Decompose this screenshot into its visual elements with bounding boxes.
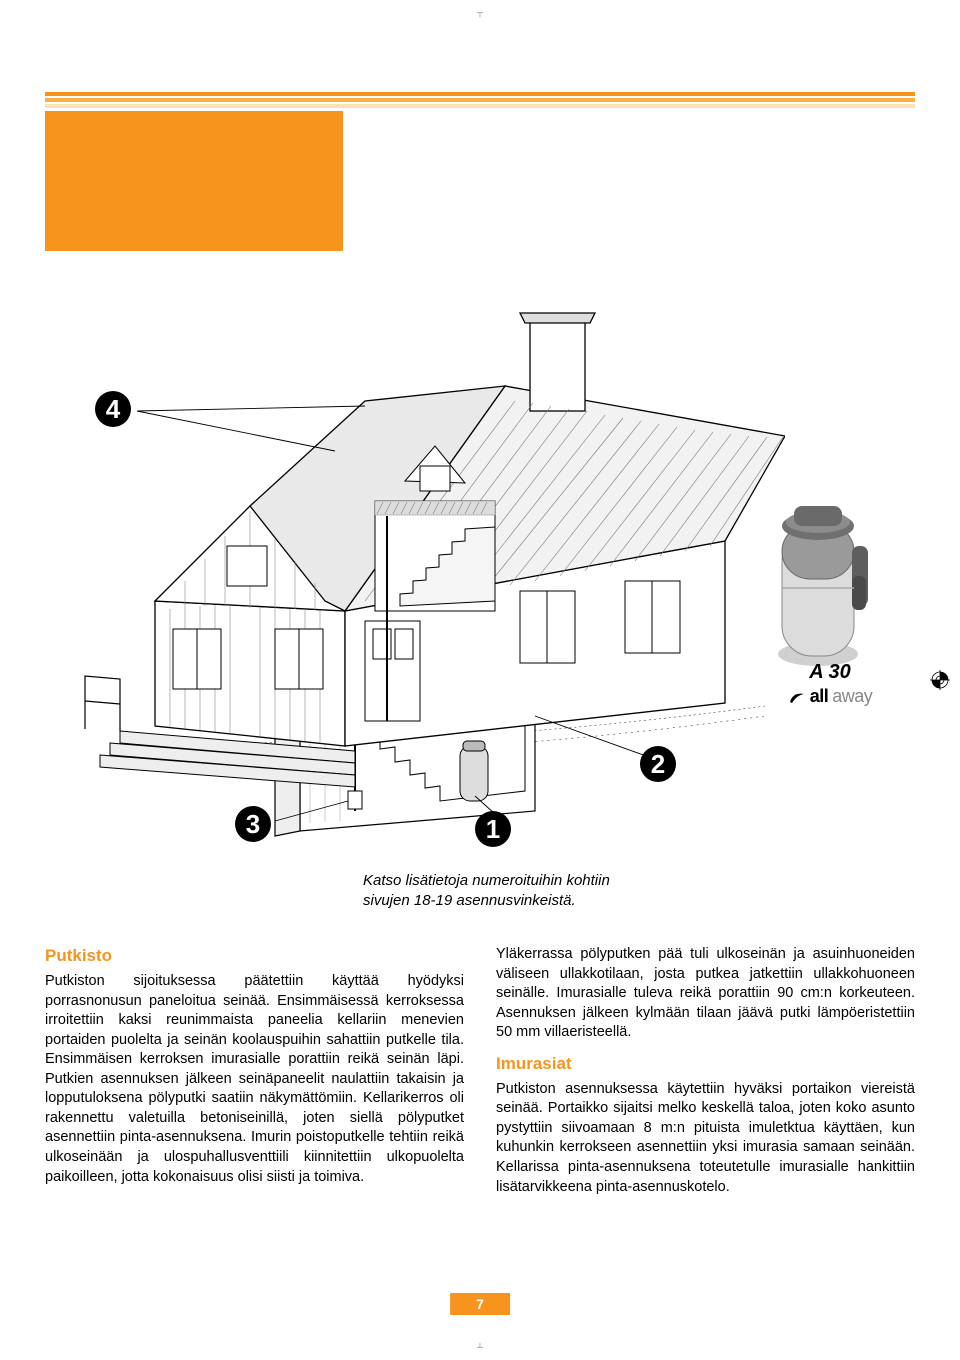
vacuum-unit-icon: [770, 476, 880, 671]
callout-2: 2: [640, 746, 676, 782]
para-left: Putkiston sijoituksessa päätettiin käytt…: [45, 972, 464, 1187]
product-model: A 30: [765, 661, 895, 684]
brand-logo: allaway: [765, 686, 895, 707]
header-stripes: [45, 92, 915, 108]
house-svg: [65, 251, 785, 851]
header-orange-block: [45, 111, 343, 251]
crop-mark-bottom: ┴: [477, 1343, 483, 1352]
house-illustration: A 30 allaway 4 3 1 2: [45, 251, 915, 861]
callout-4: 4: [95, 391, 131, 427]
callout-3: 3: [235, 806, 271, 842]
brand-text-light: away: [832, 686, 872, 707]
page-container: A 30 allaway 4 3 1 2 Katso lisätietoja n…: [45, 45, 915, 1315]
crop-mark-top: ┬: [477, 8, 483, 17]
figure-caption: Katso lisätietoja numeroituihin kohtiin …: [363, 871, 683, 910]
body-columns: Putkisto Putkiston sijoituksessa päätett…: [45, 945, 915, 1207]
product-label: A 30 allaway: [765, 661, 895, 707]
heading-putkisto: Putkisto: [45, 945, 464, 968]
registration-mark: [930, 670, 950, 690]
brand-swoosh-icon: [788, 689, 806, 705]
page-number: 7: [450, 1293, 510, 1315]
caption-line2: sivujen 18-19 asennusvinkeistä.: [363, 891, 683, 911]
column-left: Putkisto Putkiston sijoituksessa päätett…: [45, 945, 464, 1207]
caption-line1: Katso lisätietoja numeroituihin kohtiin: [363, 871, 683, 891]
heading-imurasiat: Imurasiat: [496, 1053, 915, 1076]
brand-text-bold: all: [810, 686, 829, 707]
column-right: Yläkerrassa pölyputken pää tuli ulkosein…: [496, 945, 915, 1207]
para-right-2: Putkiston asennuksessa käytettiin hyväks…: [496, 1080, 915, 1197]
para-right-1: Yläkerrassa pölyputken pää tuli ulkosein…: [496, 945, 915, 1043]
callout-1: 1: [475, 811, 511, 847]
